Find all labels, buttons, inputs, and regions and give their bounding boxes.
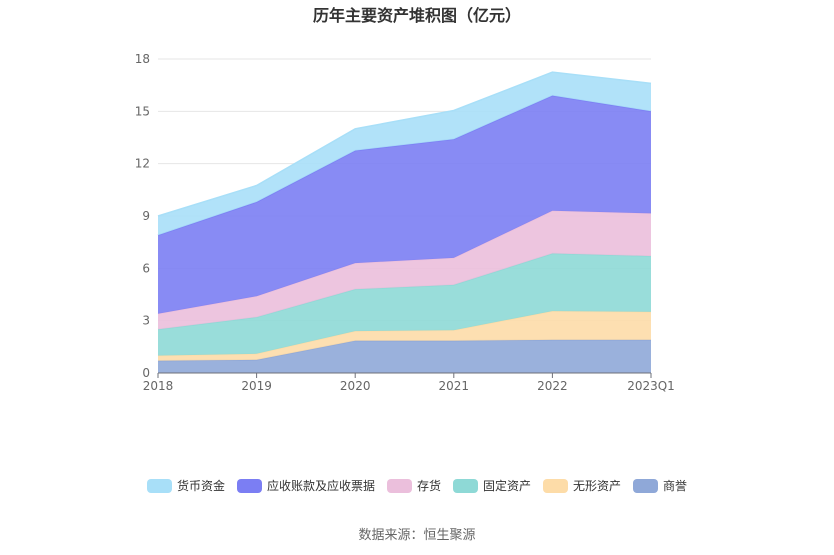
area-series-line-1 bbox=[157, 310, 652, 357]
legend-label: 无形资产 bbox=[573, 479, 621, 493]
legend-item[interactable]: 存货 bbox=[387, 478, 441, 493]
area-series-5[interactable] bbox=[158, 72, 651, 236]
legend-label: 商誉 bbox=[663, 478, 687, 493]
legend-item[interactable]: 应收账款及应收票据 bbox=[237, 478, 375, 493]
axes: 0 3 6 9 12 15 18 2018 2019 2020 2021 2022 2023Q1 bbox=[135, 52, 675, 393]
y-tick-label: 12 bbox=[135, 157, 150, 171]
legend-swatch bbox=[237, 479, 262, 493]
legend-swatch bbox=[147, 479, 172, 493]
x-tick-label: 2021 bbox=[439, 379, 470, 393]
legend-item[interactable]: 固定资产 bbox=[453, 478, 531, 493]
legend-swatch bbox=[633, 479, 658, 493]
x-tick-label: 2023Q1 bbox=[627, 379, 675, 393]
area-series-group bbox=[157, 71, 652, 373]
legend-item[interactable]: 商誉 bbox=[633, 478, 687, 493]
legend-label: 应收账款及应收票据 bbox=[267, 478, 375, 493]
legend-label: 存货 bbox=[417, 478, 441, 493]
area-series-3[interactable] bbox=[158, 210, 651, 330]
x-tick-label: 2022 bbox=[537, 379, 568, 393]
legend-item[interactable]: 货币资金 bbox=[147, 478, 225, 493]
legend[interactable]: 货币资金 应收账款及应收票据 存货 固定资产 无形资产 商誉 bbox=[147, 478, 687, 493]
y-tick-label: 0 bbox=[142, 366, 150, 380]
x-tick-label: 2019 bbox=[241, 379, 272, 393]
legend-item[interactable]: 无形资产 bbox=[543, 479, 621, 493]
chart-title: 历年主要资产堆积图（亿元） bbox=[313, 6, 521, 25]
x-tick-label: 2018 bbox=[143, 379, 174, 393]
area-series-0[interactable] bbox=[158, 339, 651, 373]
legend-label: 固定资产 bbox=[483, 478, 531, 493]
legend-swatch bbox=[543, 479, 568, 493]
y-tick-label: 9 bbox=[142, 209, 150, 223]
y-tick-label: 6 bbox=[142, 261, 150, 275]
y-tick-label: 3 bbox=[142, 314, 150, 328]
data-source-note: 数据来源：恒生聚源 bbox=[358, 528, 475, 543]
legend-label: 货币资金 bbox=[177, 478, 225, 493]
area-series-4[interactable] bbox=[158, 95, 651, 314]
legend-swatch bbox=[387, 479, 412, 493]
x-tick-label: 2020 bbox=[340, 379, 371, 393]
y-tick-label: 15 bbox=[135, 104, 150, 118]
y-tick-label: 18 bbox=[135, 52, 150, 66]
area-series-line-5 bbox=[157, 71, 652, 217]
legend-swatch bbox=[453, 479, 478, 493]
area-series-2[interactable] bbox=[158, 253, 651, 356]
